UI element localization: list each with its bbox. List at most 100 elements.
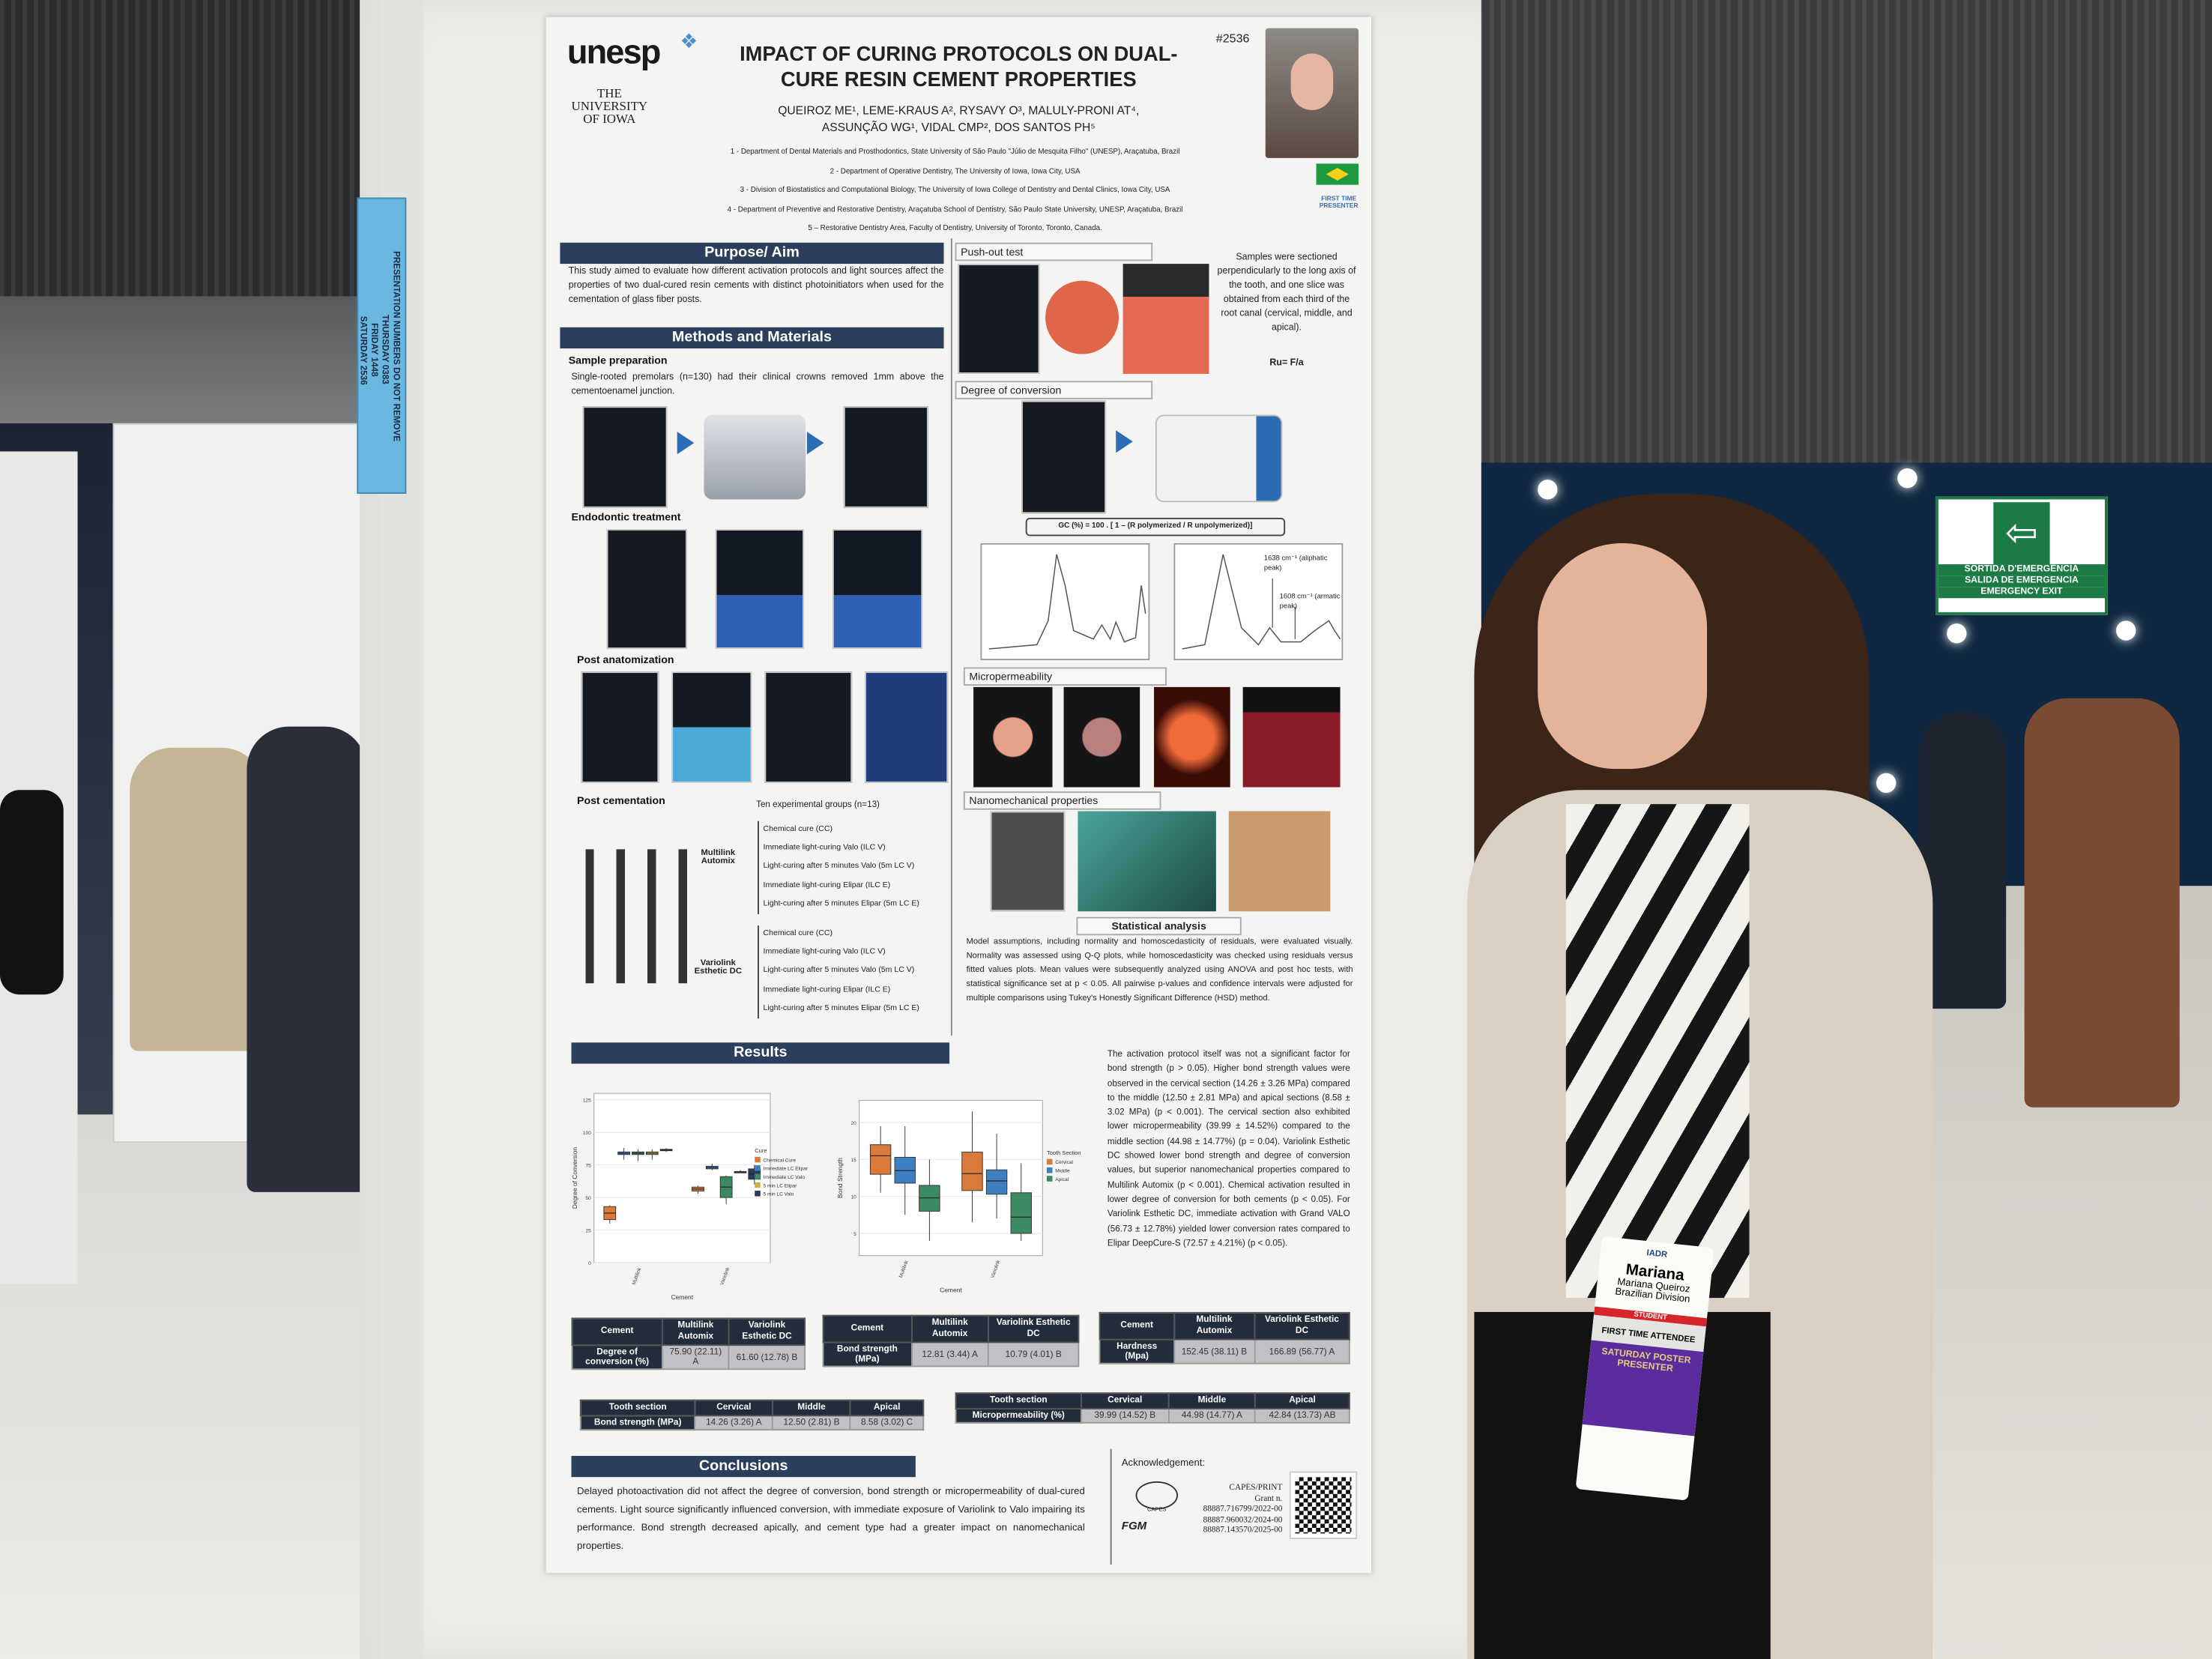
table-cell: 166.89 (56.77) A [1254,1338,1350,1365]
ceiling-light [1538,480,1558,500]
box-cervical [961,1152,983,1191]
table-header-cell: Apical [850,1399,925,1417]
poster-title: IMPACT OF CURING PROTOCOLS ON DUAL-CURE … [740,43,1178,92]
nanoindenter-photo [990,811,1066,912]
post-photo [671,671,752,783]
pushout-formula: Ru= F/a [1269,358,1304,369]
brazil-flag-icon [1316,163,1359,185]
y-tick-label: 20 [850,1121,856,1126]
aromatic-peak-label: 1608 cm⁻¹ (armatic peak) [1279,592,1341,611]
micropermeability-photo [973,686,1053,788]
exit-sign-line1: SORTIDA D'EMERGÈNCIA [1938,564,2105,576]
research-poster: unesp ❖ THE UNIVERSITY OF IOWA IMPACT OF C… [546,16,1371,1574]
micropermeability-photo [1063,686,1140,788]
nanoindentation-photo [1078,811,1216,912]
list-item: Immediate light-curing Elipar (ILC E) [763,880,891,890]
box-cervical [869,1144,892,1175]
plot-area [593,1093,771,1263]
list-item: Light-curing after 5 minutes Valo (5m LC… [763,862,915,871]
table-header-cell: Cervical [1081,1392,1170,1409]
table-micropermeability: Tooth section Cervical Middle Apical Micrope… [955,1392,1350,1424]
table-header-cell: Variolink Esthetic DC [988,1314,1080,1344]
table-row: Hardness (Mpa) 152.45 (38.11) B 166.89 (56… [1099,1338,1350,1365]
table-cell: 61.60 (12.78) B [728,1344,806,1371]
x-axis-label: Cement [940,1287,962,1294]
sample-prep-title: Sample preparation [568,354,668,367]
stats-title: Statistical analysis [1076,916,1242,936]
legend-label: 5 min LC Elipar [764,1183,798,1188]
degree-of-conversion-boxplot: 0 25 50 75 100 125 Multilink Variolink Cement Deg… [571,1093,809,1301]
ftir-spectrometer-photo [1155,414,1283,503]
list-item: Light-curing after 5 minutes Elipar (5m … [763,899,919,909]
table-cell: 75.90 (22.11) A [661,1344,730,1371]
table-cell: 12.50 (2.81) B [772,1415,852,1431]
post-anatomization-title: Post anatomization [577,653,674,666]
conclusions-text: Delayed photoactivation did not affect t… [577,1487,1085,1552]
table-cell: 42.84 (13.73) AB [1254,1407,1350,1424]
table-header-cell: Cement [571,1317,663,1347]
pushout-text: Samples were sectioned perpendicularly t… [1217,253,1356,333]
ack-divider [1110,1448,1112,1565]
table-cell: 44.98 (14.77) A [1167,1407,1257,1424]
x-tick-label: Multilink [898,1260,910,1278]
list-item: 1 - Department of Dental Materials and P… [730,148,1180,157]
x-tick-label: Variolink [719,1266,731,1286]
table-header-cell: Tooth section [579,1399,696,1417]
first-time-presenter-logo: FIRST TIME PRESENTER [1319,194,1359,209]
pushout-photo [958,264,1040,374]
cement-multilink-label: Multilink Automix [701,849,736,866]
ceiling-light [1897,468,1918,489]
tooth-photo [582,406,668,508]
table-hardness: Cement Multilink Automix Variolink Estheti… [1099,1311,1350,1365]
presenter-face [1538,543,1708,770]
poster-authors: QUEIROZ ME¹, LEME-KRAUS A², RYSAVY O³, M… [778,103,1140,134]
micropermeability-photo [1242,686,1341,788]
legend-swatch [755,1156,761,1163]
list-item: 4 - Department of Preventive and Restora… [727,205,1183,214]
table-cell: Degree of conversion (%) [571,1344,663,1371]
affiliations: 1 - Department of Dental Materials and P… [602,144,1308,239]
legend-label: Apical [1055,1177,1069,1182]
bond-strength-boxplot: 5 10 15 20 Multilink Variolink Cement Bond Stre… [836,1099,1081,1294]
table-row: Bond strength (MPa) 14.26 (3.26) A 12.50 (… [579,1415,925,1431]
column-divider [950,238,952,1036]
list-item: Chemical cure (CC) [763,825,832,834]
capes-logo: CAPES [1135,1481,1179,1512]
pushout-title: Push-out test [955,242,1153,262]
legend-swatch [1046,1176,1053,1182]
list-item: Immediate light-curing Elipar (ILC E) [763,985,891,994]
legend-label: 5 min LC Valo [764,1192,794,1197]
y-tick-label: 0 [588,1261,591,1266]
qr-code[interactable] [1289,1471,1358,1540]
groups-multilink-list: Chemical cure (CC) Immediate light-curing… [758,821,962,915]
micropermeability-title: Micropermeability [963,667,1167,686]
table-cell: 152.45 (38.11) B [1173,1338,1256,1365]
table-header-cell: Multilink Automix [661,1317,730,1347]
arrow-right-icon [1116,430,1133,453]
handbag [0,790,64,995]
results-heading: Results [571,1042,950,1064]
y-tick-label: 75 [586,1163,592,1168]
table-cell: 14.26 (3.26) A [694,1415,773,1431]
ceiling-light [2116,620,2136,641]
y-tick-label: 100 [583,1131,591,1136]
running-man-exit-icon: ⇦ [1993,502,2050,565]
aliphatic-peak-label: 1638 cm⁻¹ (aliphatic peak) [1263,554,1328,573]
pushout-slice-photo [1045,280,1119,354]
table-cell: 12.81 (3.44) A [910,1341,989,1368]
exit-sign-line2: SALIDA DE EMERGENCIA [1938,575,2105,587]
ceiling-left [0,0,367,303]
list-item: Light-curing after 5 minutes Elipar (5m … [763,1004,919,1013]
box-middle [985,1169,1008,1195]
legend-swatch [755,1190,761,1197]
emergency-exit-sign: ⇦ SORTIDA D'EMERGÈNCIA SALIDA DE EMERGEN… [1936,496,2108,615]
arrow-right-icon [677,432,695,455]
purpose-heading: Purpose/ Aim [560,242,944,265]
post-photo [865,671,949,783]
legend-swatch [1046,1167,1053,1173]
pushout-machine-photo [1122,264,1209,374]
presentation-numbers-tag: PRESENTATION NUMBERS DO NOT REMOVE THURS… [357,197,407,494]
y-tick-label: 50 [586,1196,592,1201]
